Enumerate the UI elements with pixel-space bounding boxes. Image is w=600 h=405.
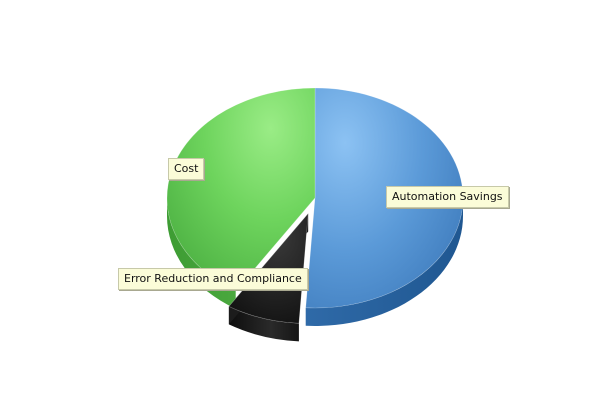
slice-label-error-reduction: Error Reduction and Compliance: [118, 268, 308, 290]
pie-slice-side-error-reduction: [228, 306, 299, 342]
slice-label-automation-savings: Automation Savings: [386, 186, 509, 208]
slice-label-cost: Cost: [168, 158, 205, 180]
pie-slice-side-automation-savings: [305, 198, 463, 326]
pie-slice-side-cost: [167, 198, 236, 309]
pie-top-layer: [166, 87, 464, 324]
